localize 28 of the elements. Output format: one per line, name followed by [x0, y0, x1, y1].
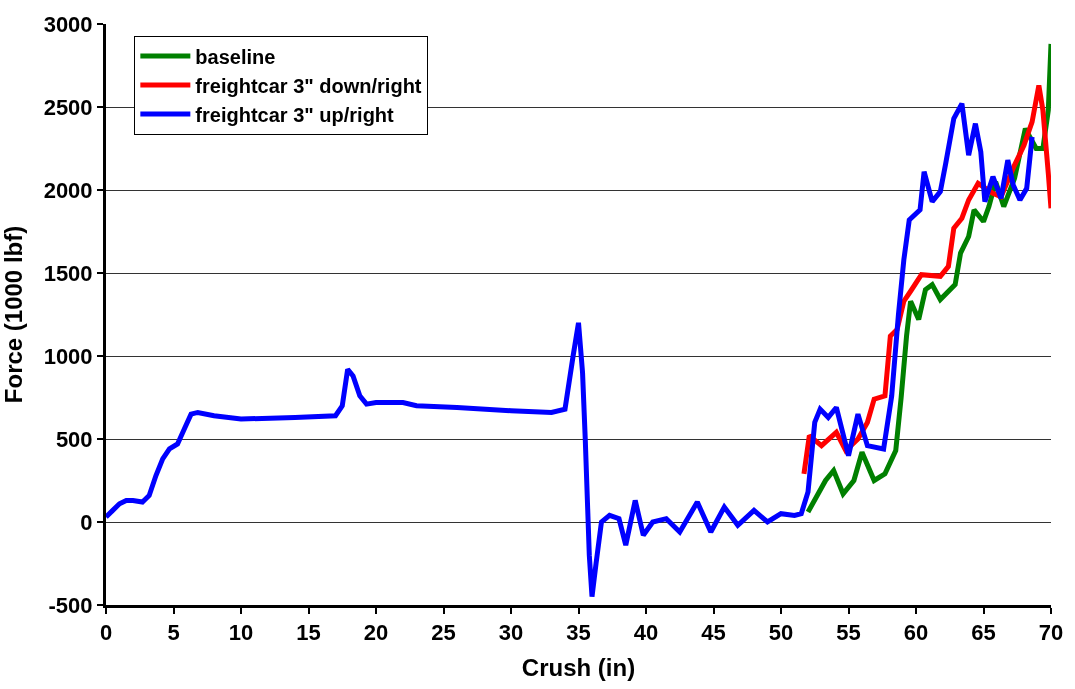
x-tick-label: 25	[431, 620, 456, 646]
x-tick-label: 65	[971, 620, 996, 646]
x-tick-label: 35	[566, 620, 591, 646]
y-tick-label: 2000	[43, 177, 93, 203]
y-tick-label: -500	[48, 592, 93, 618]
y-tick-label: 2500	[43, 94, 93, 120]
x-tick-label: 10	[228, 620, 254, 646]
x-tick-label: 5	[167, 620, 180, 646]
x-tick-label: 20	[363, 620, 389, 646]
x-tick-label: 0	[99, 620, 113, 646]
y-tick-label: 3000	[43, 11, 93, 37]
x-tick-label: 30	[498, 620, 524, 646]
y-tick-label: 1500	[43, 260, 93, 286]
x-tick-label: 40	[633, 620, 659, 646]
legend-label: freightcar 3" down/right	[195, 74, 422, 97]
x-tick-label: 45	[701, 620, 726, 646]
x-tick-label: 70	[1038, 620, 1064, 646]
x-tick-label: 55	[836, 620, 861, 646]
x-tick-label: 50	[768, 620, 794, 646]
x-tick-label: 15	[296, 620, 321, 646]
x-axis-title: Crush (in)	[521, 653, 636, 681]
x-tick-label: 60	[903, 620, 929, 646]
y-tick-label: 0	[80, 509, 93, 535]
y-tick-label: 500	[55, 426, 93, 452]
legend-label: baseline	[195, 45, 276, 68]
legend-label: freightcar 3" up/right	[195, 103, 395, 126]
y-axis-title: Force (1000 lbf)	[0, 225, 27, 404]
y-tick-label: 1000	[43, 343, 93, 369]
